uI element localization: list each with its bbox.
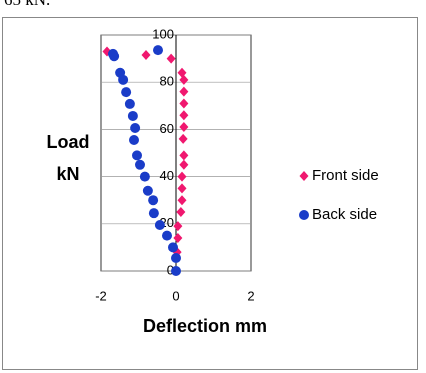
diamond-marker bbox=[179, 159, 189, 170]
chart-frame bbox=[2, 17, 418, 370]
circle-marker bbox=[153, 45, 163, 56]
diamond-marker bbox=[178, 133, 188, 144]
circle-marker bbox=[154, 219, 165, 230]
diamond-marker bbox=[179, 74, 189, 85]
circle-marker bbox=[168, 242, 178, 253]
diamond-marker bbox=[177, 171, 187, 182]
legend-label: Front side bbox=[312, 167, 379, 184]
x-tick-label: -2 bbox=[95, 288, 107, 303]
circle-marker bbox=[132, 150, 142, 161]
x-axis-title: Deflection mm bbox=[143, 316, 267, 336]
diamond-marker bbox=[299, 171, 309, 181]
circle-marker bbox=[162, 230, 172, 241]
diamond-marker bbox=[179, 150, 189, 161]
diamond-marker bbox=[177, 183, 187, 194]
legend-label: Back side bbox=[312, 206, 377, 223]
circle-marker bbox=[135, 159, 145, 170]
circle-marker bbox=[171, 266, 181, 276]
y-tick-label: 40 bbox=[160, 168, 174, 183]
circle-marker bbox=[148, 195, 159, 206]
diamond-marker bbox=[173, 221, 183, 232]
y-axis-title: Load kN bbox=[46, 132, 90, 184]
diamond-marker bbox=[166, 53, 176, 64]
circle-marker bbox=[171, 253, 181, 264]
x-tick-label: 2 bbox=[247, 288, 254, 303]
circle-marker bbox=[121, 87, 132, 98]
diamond-marker bbox=[179, 110, 189, 121]
y-tick-label: 80 bbox=[160, 74, 174, 89]
y-tick-label: 0 bbox=[167, 262, 174, 277]
diamond-marker bbox=[176, 207, 186, 217]
circle-marker bbox=[139, 171, 150, 182]
y-tick-label: 100 bbox=[152, 26, 174, 41]
circle-marker bbox=[299, 210, 309, 220]
circle-marker bbox=[124, 98, 135, 109]
circle-marker bbox=[148, 208, 159, 219]
diamond-marker bbox=[141, 50, 151, 61]
circle-marker bbox=[130, 122, 141, 133]
x-tick-label: 0 bbox=[172, 288, 179, 303]
circle-marker bbox=[129, 135, 139, 146]
y-tick-label: 60 bbox=[160, 121, 174, 136]
circle-marker bbox=[108, 48, 118, 59]
circle-marker bbox=[142, 185, 153, 196]
diamond-marker bbox=[179, 86, 189, 97]
circle-marker bbox=[115, 67, 126, 78]
diamond-marker bbox=[173, 232, 183, 243]
cut-off-text: 65 kN. bbox=[4, 0, 50, 10]
diamond-marker bbox=[177, 195, 187, 206]
diamond-marker bbox=[179, 122, 189, 133]
diamond-marker bbox=[179, 98, 189, 109]
circle-marker bbox=[127, 110, 138, 121]
